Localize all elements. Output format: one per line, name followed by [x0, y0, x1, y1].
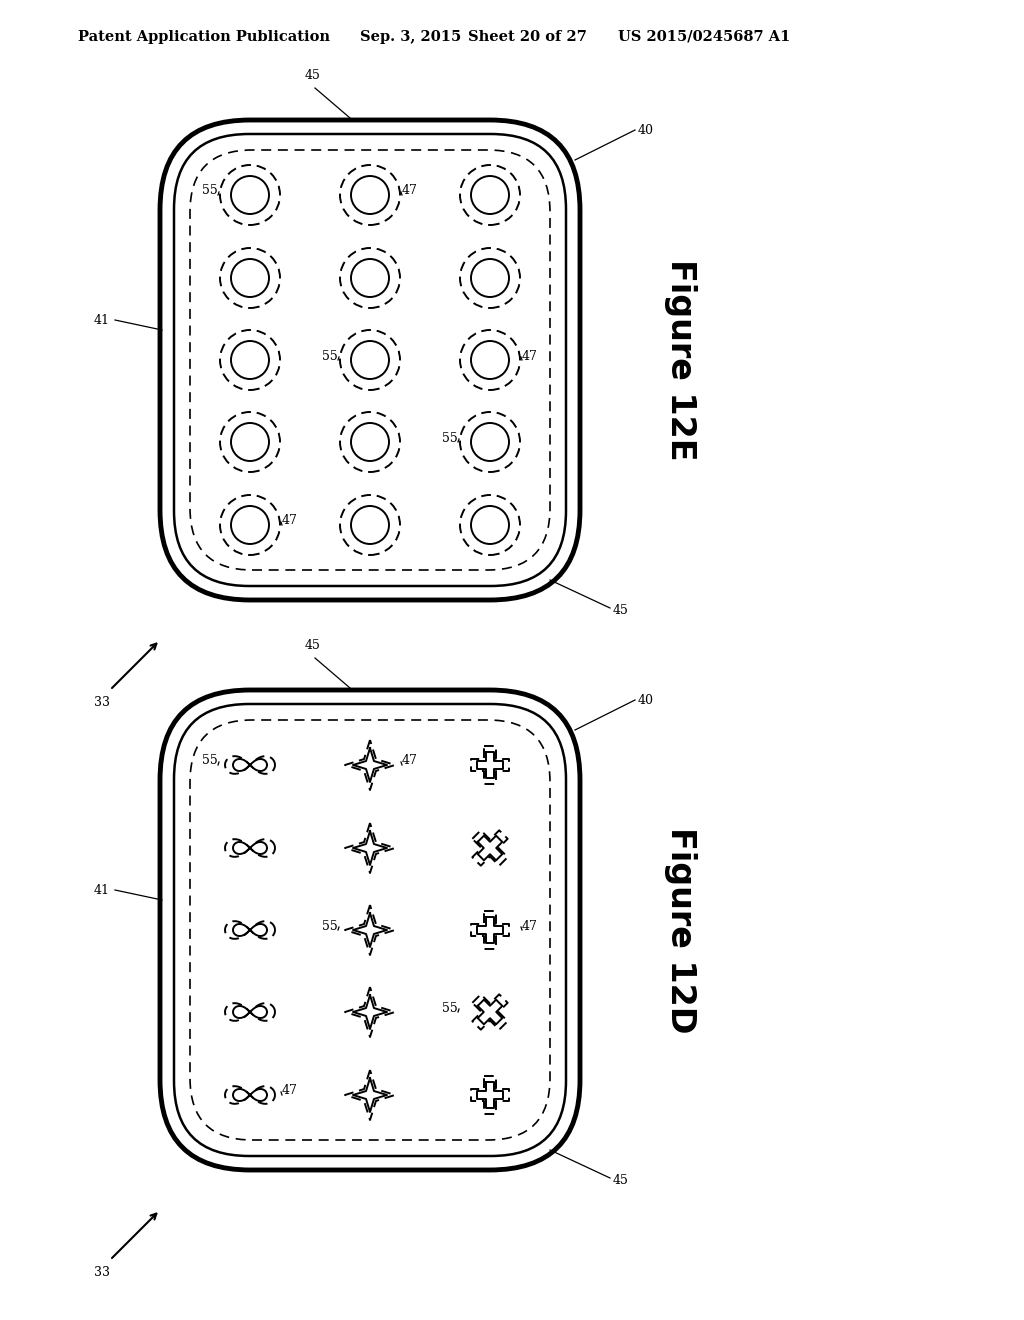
- Text: US 2015/0245687 A1: US 2015/0245687 A1: [618, 30, 791, 44]
- Text: 45: 45: [613, 603, 629, 616]
- Text: Figure 12E: Figure 12E: [664, 259, 696, 461]
- Text: 47: 47: [402, 755, 418, 767]
- Text: Patent Application Publication: Patent Application Publication: [78, 30, 330, 44]
- Text: 55: 55: [442, 432, 458, 445]
- Text: 45: 45: [305, 69, 321, 82]
- Text: 55: 55: [442, 1002, 458, 1015]
- Text: 55: 55: [203, 755, 218, 767]
- Text: 47: 47: [522, 350, 538, 363]
- FancyBboxPatch shape: [160, 120, 580, 601]
- Text: 33: 33: [94, 696, 110, 709]
- Text: 41: 41: [94, 314, 110, 326]
- Text: 45: 45: [613, 1173, 629, 1187]
- Text: 47: 47: [402, 185, 418, 198]
- Text: Sheet 20 of 27: Sheet 20 of 27: [468, 30, 587, 44]
- Text: Figure 12D: Figure 12D: [664, 826, 696, 1034]
- Text: 40: 40: [638, 693, 654, 706]
- Text: 47: 47: [282, 515, 298, 528]
- Text: 47: 47: [282, 1085, 298, 1097]
- Text: 40: 40: [638, 124, 654, 136]
- Text: 33: 33: [94, 1266, 110, 1279]
- Text: 55: 55: [203, 185, 218, 198]
- Text: 55: 55: [323, 350, 338, 363]
- Text: 45: 45: [305, 639, 321, 652]
- Text: 47: 47: [522, 920, 538, 932]
- FancyBboxPatch shape: [160, 690, 580, 1170]
- Text: 41: 41: [94, 883, 110, 896]
- Text: 55: 55: [323, 920, 338, 932]
- Text: Sep. 3, 2015: Sep. 3, 2015: [360, 30, 461, 44]
